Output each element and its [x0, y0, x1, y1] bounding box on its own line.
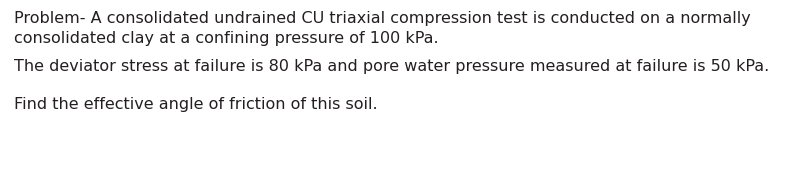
Text: Find the effective angle of friction of this soil.: Find the effective angle of friction of …	[14, 97, 377, 112]
Text: Problem- A consolidated undrained CU triaxial compression test is conducted on a: Problem- A consolidated undrained CU tri…	[14, 11, 751, 46]
Text: The deviator stress at failure is 80 kPa and pore water pressure measured at fai: The deviator stress at failure is 80 kPa…	[14, 59, 769, 74]
